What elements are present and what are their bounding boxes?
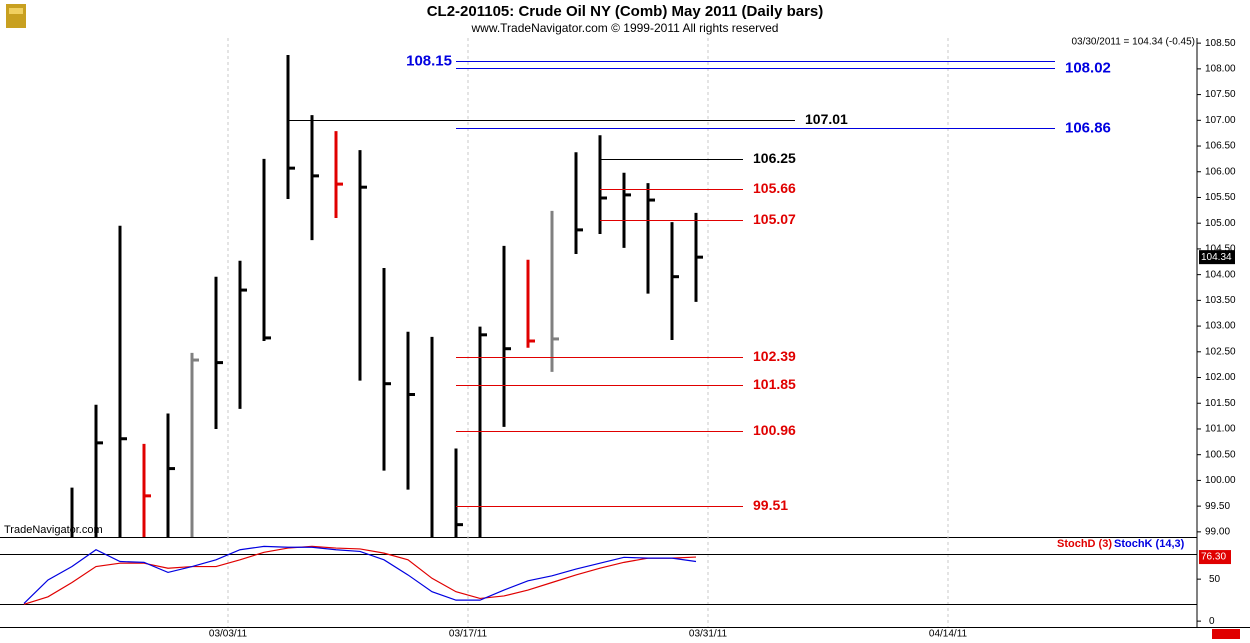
quote: 03/30/2011 = 104.34 (-0.45)	[1071, 37, 1195, 48]
legend-entry: StochK (14,3)	[1114, 538, 1185, 550]
level-label: 106.86	[1065, 119, 1111, 136]
y-tick-label: 103.50	[1205, 295, 1236, 306]
y-tick-label: 101.50	[1205, 398, 1236, 409]
y-tick-label: 103.00	[1205, 321, 1236, 332]
y-tick-label: 99.00	[1205, 526, 1230, 537]
scroll-arrow[interactable]	[1212, 629, 1240, 639]
last-price-label: 104.34	[1201, 252, 1232, 263]
logo	[6, 4, 26, 28]
watermark: TradeNavigator.com	[4, 524, 103, 536]
level-label: 108.02	[1065, 59, 1111, 76]
level-label: 101.85	[753, 376, 796, 392]
y-tick-label: 101.00	[1205, 424, 1236, 435]
y-tick-label: 50	[1209, 574, 1221, 585]
subtitle: www.TradeNavigator.com © 1999-2011 All r…	[471, 21, 779, 35]
y-tick-label: 107.50	[1205, 89, 1236, 100]
stoch-value-box	[1199, 550, 1231, 565]
level-label: 106.25	[753, 150, 796, 166]
x-tick-label: 03/31/11	[689, 629, 728, 640]
y-tick-label: 105.00	[1205, 218, 1236, 229]
y-tick-label: 99.50	[1205, 501, 1230, 512]
level-label: 100.96	[753, 422, 796, 438]
y-tick-label: 104.00	[1205, 269, 1236, 280]
level-label: 99.51	[753, 497, 788, 513]
chart-title: CL2-201105: Crude Oil NY (Comb) May 2011…	[427, 3, 824, 20]
price-panel	[70, 54, 703, 537]
y-tick-label: 106.00	[1205, 166, 1236, 177]
y-tick-label: 100.00	[1205, 475, 1236, 486]
y-tick-label: 102.50	[1205, 346, 1236, 357]
level-label: 105.66	[753, 180, 796, 196]
level-label: 105.07	[753, 211, 796, 227]
legend-entry: StochD (3)	[1057, 538, 1112, 550]
stoch-line	[23, 545, 697, 604]
y-tick-label: 106.50	[1205, 141, 1236, 152]
x-tick-label: 03/03/11	[209, 629, 248, 640]
last-price-box	[1199, 250, 1235, 265]
stoch-value-label: 76.30	[1201, 552, 1226, 563]
level-label: 107.01	[805, 111, 848, 127]
x-tick-label: 03/17/11	[449, 629, 488, 640]
y-tick-label: 100.50	[1205, 449, 1236, 460]
level-label: 108.15	[406, 52, 452, 69]
y-tick-label: 108.00	[1205, 64, 1236, 75]
y-tick-label: 105.50	[1205, 192, 1236, 203]
y-tick-label: 102.00	[1205, 372, 1236, 383]
x-tick-label: 04/14/11	[929, 629, 968, 640]
stoch-line	[23, 545, 697, 605]
y-tick-label: 0	[1209, 616, 1215, 627]
y-tick-label: 107.00	[1205, 115, 1236, 126]
y-tick-label: 104.50	[1205, 244, 1236, 255]
y-tick-label: 108.50	[1205, 38, 1236, 49]
level-label: 102.39	[753, 348, 796, 364]
